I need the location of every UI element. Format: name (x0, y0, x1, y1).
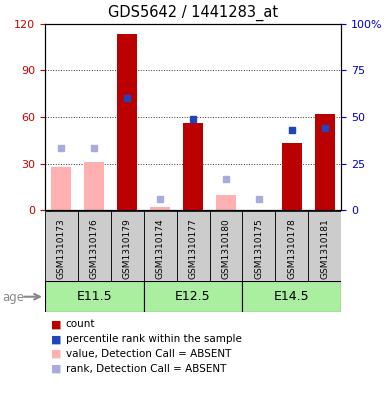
Bar (308, 211, 341, 281)
Bar (216, 195, 236, 210)
Text: age: age (2, 290, 24, 304)
Bar (144, 211, 177, 281)
Text: GSM1310173: GSM1310173 (57, 218, 66, 279)
Bar (78, 211, 111, 281)
Text: GSM1310180: GSM1310180 (222, 218, 230, 279)
Bar (183, 123, 203, 210)
Text: GSM1310176: GSM1310176 (90, 218, 99, 279)
Text: E12.5: E12.5 (175, 290, 211, 303)
Text: percentile rank within the sample: percentile rank within the sample (66, 334, 241, 344)
Text: count: count (66, 319, 95, 329)
Text: GSM1310177: GSM1310177 (188, 218, 198, 279)
Text: GSM1310175: GSM1310175 (254, 218, 263, 279)
Bar (45, 211, 78, 281)
Bar (84, 162, 104, 210)
Bar (177, 211, 209, 281)
Bar (243, 211, 275, 281)
Text: rank, Detection Call = ABSENT: rank, Detection Call = ABSENT (66, 364, 226, 374)
Text: E11.5: E11.5 (76, 290, 112, 303)
Text: value, Detection Call = ABSENT: value, Detection Call = ABSENT (66, 349, 231, 359)
Text: GSM1310174: GSM1310174 (156, 218, 165, 279)
Text: ■: ■ (51, 319, 61, 329)
Bar (144, 281, 243, 312)
Text: ■: ■ (51, 334, 61, 344)
Bar (111, 211, 144, 281)
Bar (315, 114, 335, 210)
Bar (150, 207, 170, 210)
Bar (209, 211, 243, 281)
Text: GSM1310178: GSM1310178 (287, 218, 296, 279)
Bar (45, 281, 144, 312)
Bar (243, 281, 341, 312)
Text: ■: ■ (51, 364, 61, 374)
Bar (117, 35, 137, 210)
Text: E14.5: E14.5 (274, 290, 310, 303)
Text: ■: ■ (51, 349, 61, 359)
Text: GSM1310181: GSM1310181 (320, 218, 329, 279)
Bar (51, 167, 71, 210)
Text: GSM1310179: GSM1310179 (123, 218, 132, 279)
Bar (282, 143, 302, 210)
Title: GDS5642 / 1441283_at: GDS5642 / 1441283_at (108, 5, 278, 21)
Bar (275, 211, 308, 281)
